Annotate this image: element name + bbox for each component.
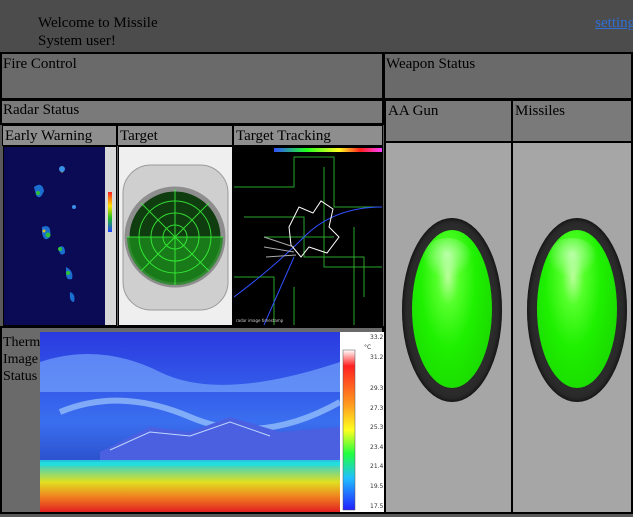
target-radar-image xyxy=(118,146,233,326)
welcome-message: Welcome to Missile System user! xyxy=(38,15,158,49)
scale-tick: 27.3 xyxy=(370,405,384,412)
thermal-image xyxy=(40,332,384,512)
radar-status-title: Radar Status xyxy=(3,102,80,118)
fire-control-panel: Fire Control xyxy=(0,52,384,100)
svg-text:radar image timestamp: radar image timestamp xyxy=(236,318,284,323)
settings-link[interactable]: settings xyxy=(595,15,633,31)
aa-gun-label: AA Gun xyxy=(388,103,439,119)
target-header: Target xyxy=(117,125,233,146)
early-warning-header: Early Warning xyxy=(2,125,117,146)
early-warning-radar-image xyxy=(3,146,117,326)
scale-unit: °C xyxy=(364,344,372,351)
target-tracking-header: Target Tracking xyxy=(233,125,383,146)
scale-tick: 29.3 xyxy=(370,385,384,392)
scale-tick: 17.5 xyxy=(370,503,384,510)
aa-gun-indicator-light xyxy=(402,218,502,402)
target-tracking-map: radar image timestamp xyxy=(233,146,383,326)
thermal-image-graphic xyxy=(40,332,384,512)
missiles-header: Missiles xyxy=(511,99,633,143)
scale-tick: 31.2 xyxy=(370,354,384,361)
thermal-scale-labels: °C 33.2 31.2 29.3 27.3 25.3 23.4 21.4 19… xyxy=(355,334,384,514)
radar-scope-graphic xyxy=(119,147,232,325)
tracking-map-graphic: radar image timestamp xyxy=(233,147,383,326)
missiles-label: Missiles xyxy=(515,103,566,119)
scale-tick: 25.3 xyxy=(370,424,384,431)
aa-gun-header: AA Gun xyxy=(384,99,513,143)
top-bar xyxy=(0,0,633,52)
early-warning-radar-graphic xyxy=(4,147,116,325)
radar-status-panel: Radar Status xyxy=(0,99,384,125)
missiles-indicator-light xyxy=(527,218,627,402)
weapon-status-panel: Weapon Status xyxy=(383,52,633,100)
thermal-label: Thermal Image Status xyxy=(3,335,51,384)
fire-control-title: Fire Control xyxy=(3,56,77,72)
scale-tick: 19.5 xyxy=(370,483,384,490)
scale-tick: 23.4 xyxy=(370,444,384,451)
weapon-status-title: Weapon Status xyxy=(386,56,476,72)
missiles-status-area xyxy=(511,141,633,514)
aa-gun-status-area xyxy=(384,141,513,514)
scale-tick: 21.4 xyxy=(370,463,384,470)
scale-tick: 33.2 xyxy=(370,334,384,341)
